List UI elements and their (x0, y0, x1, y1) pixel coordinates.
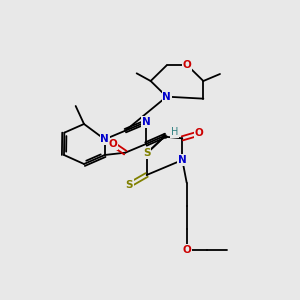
Text: O: O (108, 139, 117, 149)
Text: S: S (126, 180, 133, 190)
Text: N: N (100, 134, 109, 144)
Text: N: N (142, 117, 150, 127)
Text: O: O (182, 245, 191, 255)
Text: O: O (183, 60, 192, 70)
Text: H: H (171, 127, 178, 137)
Text: N: N (162, 92, 171, 102)
Text: S: S (143, 148, 150, 158)
Text: O: O (195, 128, 204, 138)
Text: N: N (178, 155, 187, 165)
